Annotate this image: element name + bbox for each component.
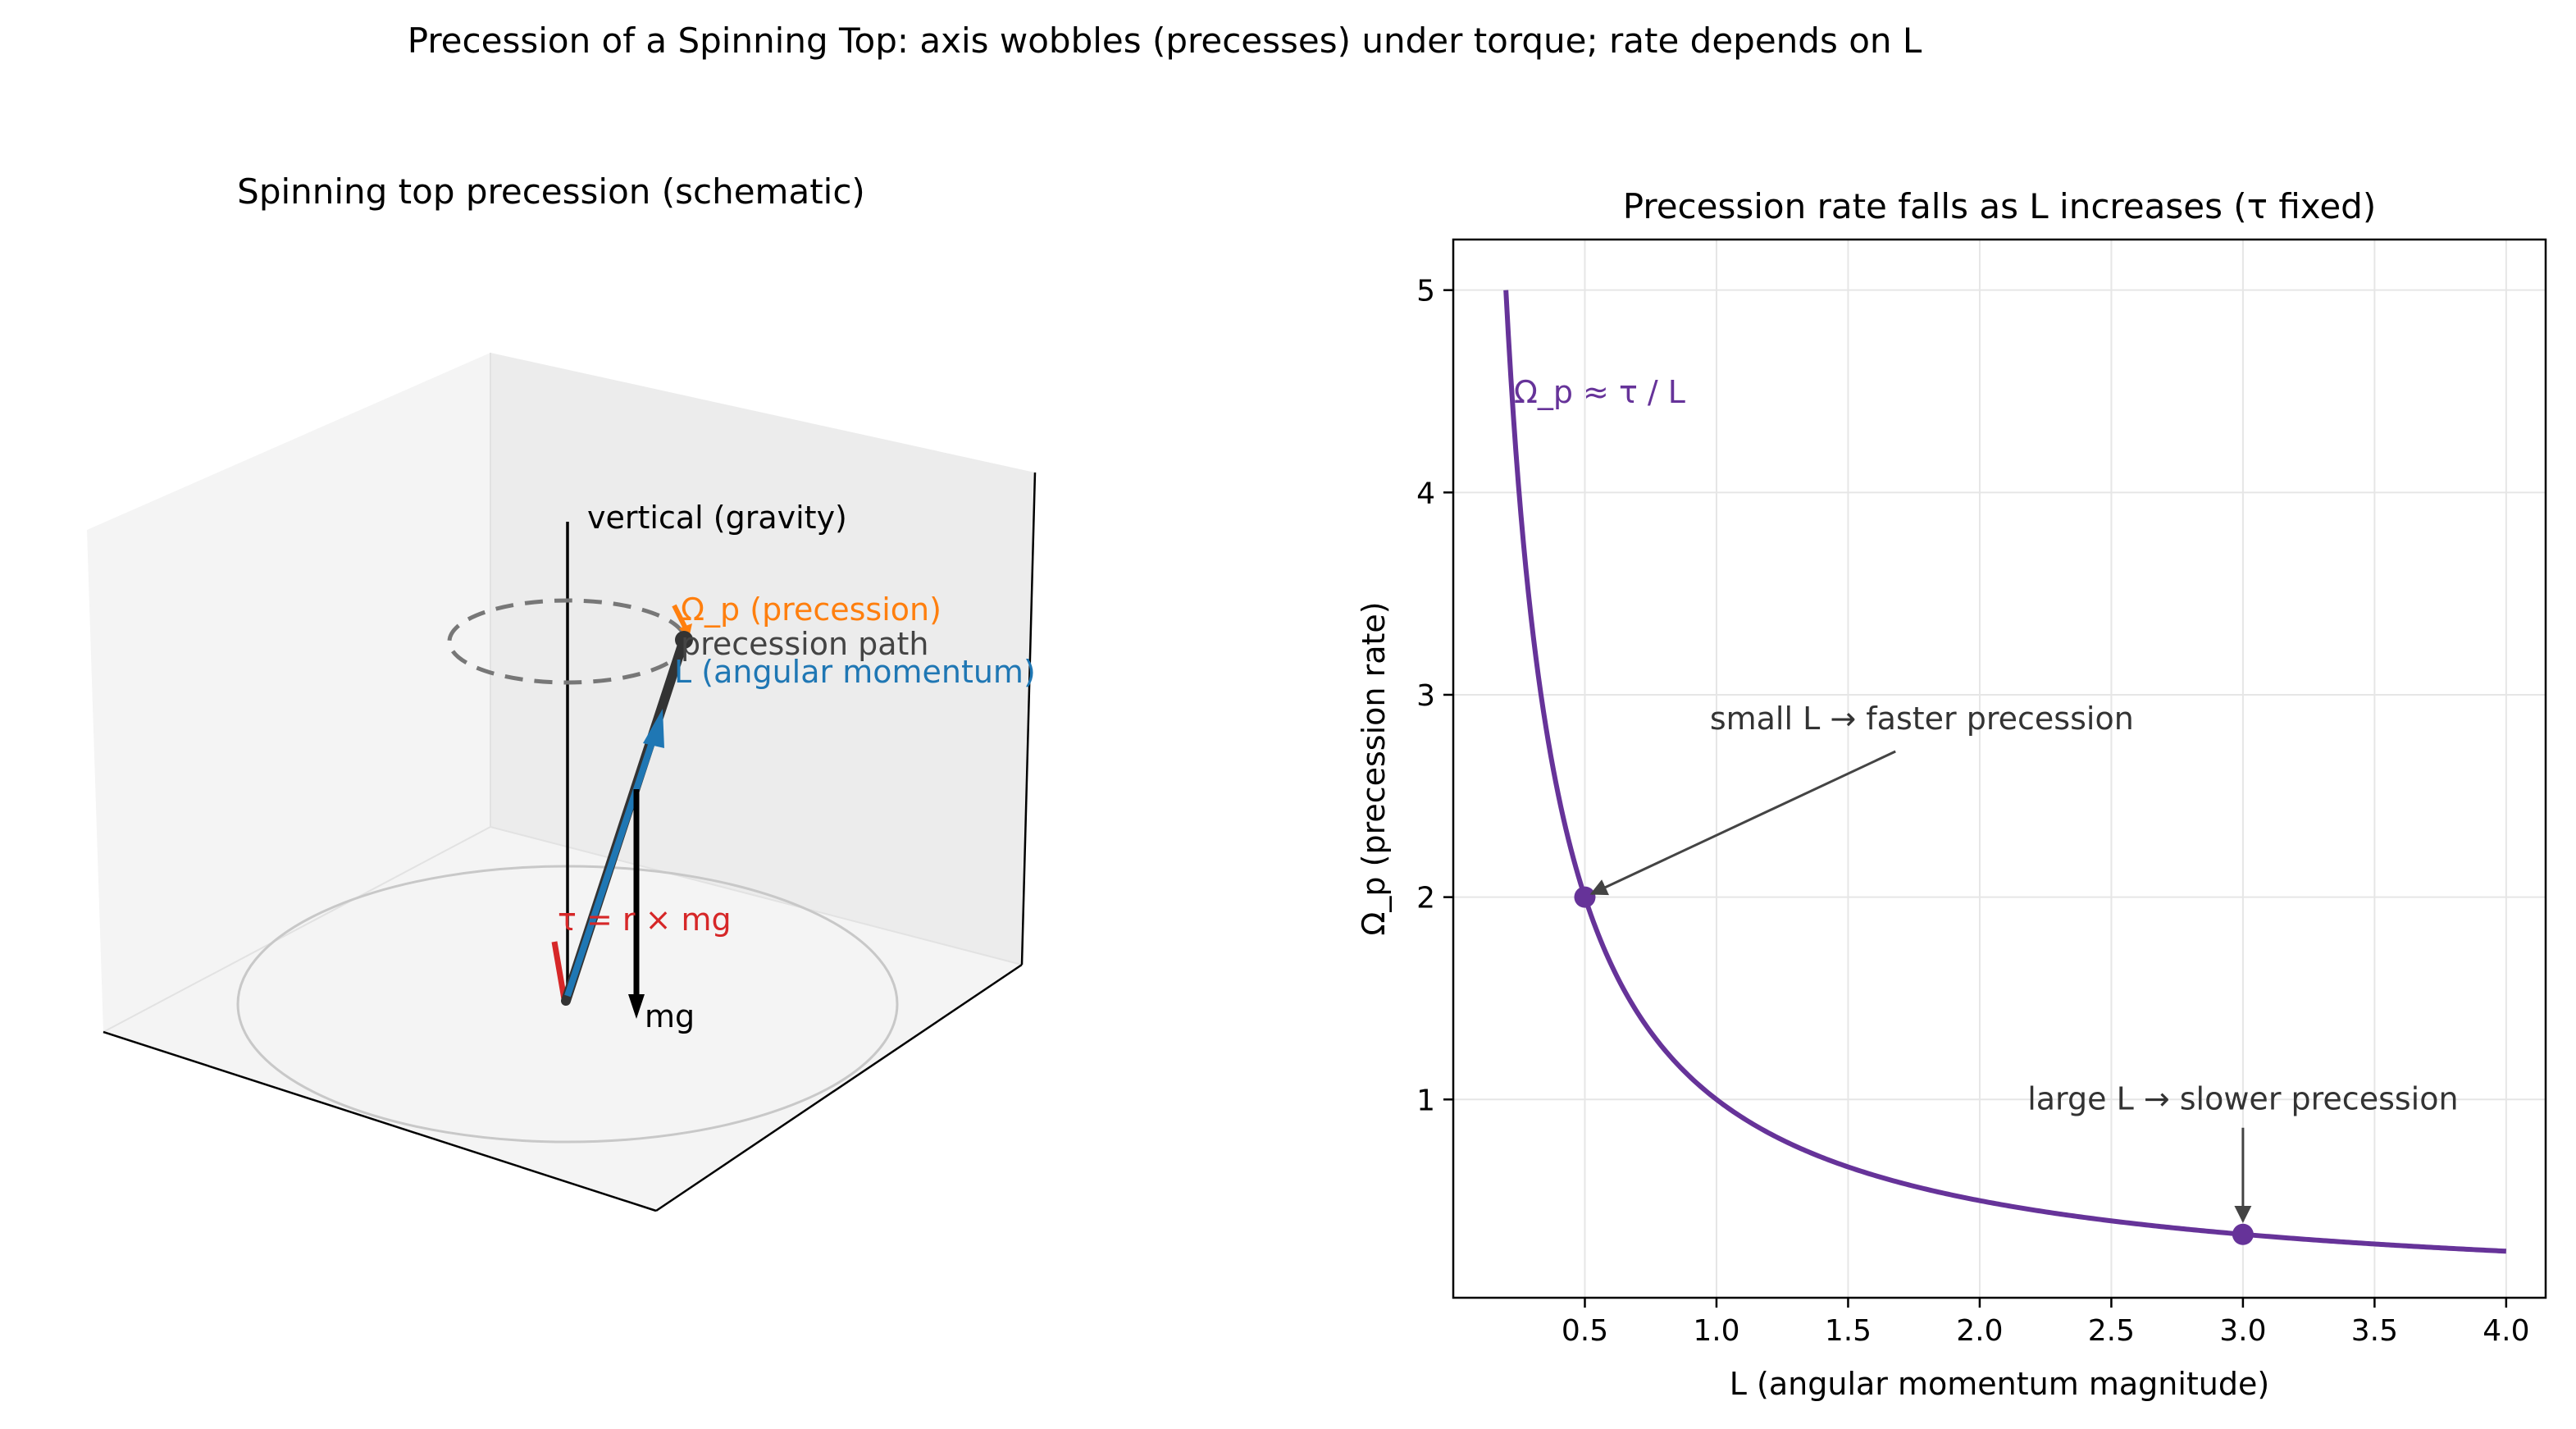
- x-tick-label: 2.0: [1956, 1314, 2003, 1348]
- y-axis-label: Ω_p (precession rate): [1356, 601, 1392, 935]
- x-tick-label: 1.5: [1825, 1314, 1872, 1348]
- schematic-title: Spinning top precession (schematic): [237, 171, 865, 212]
- floor-edge-right: [490, 826, 1023, 966]
- mg-arrow-head: [628, 994, 645, 1019]
- ticks: 0.5 1.0 1.5 2.0 2.5 3.0 3.5 4.0 1 2 3 4 5: [1416, 275, 2529, 1348]
- vertical-label: vertical (gravity): [587, 500, 847, 536]
- mg-label: mg: [645, 998, 695, 1034]
- x-axis-label: L (angular momentum magnitude): [1730, 1366, 2269, 1402]
- grid: [1453, 240, 2546, 1298]
- x-tick-label: 2.5: [2088, 1314, 2135, 1348]
- torque-arrow: [551, 941, 568, 1000]
- y-tick-label: 1: [1416, 1084, 1435, 1117]
- precession-path-label: precession path: [681, 626, 929, 662]
- annotation-small-L: small L → faster precession: [1710, 701, 2134, 737]
- chart-title: Precession rate falls as L increases (τ …: [1623, 186, 2376, 226]
- L-arrow-shaft: [564, 733, 658, 998]
- omega-p-label: Ω_p (precession): [681, 591, 941, 628]
- x-tick-label: 1.0: [1693, 1314, 1739, 1348]
- L-arrow-head: [643, 709, 664, 748]
- omega-p-curve: [1503, 290, 2507, 1254]
- highlight-point-0: [1574, 886, 1596, 908]
- precession-rate-chart: Precession rate falls as L increases (τ …: [1356, 186, 2547, 1402]
- axis-line-vertical-right: [1020, 472, 1037, 966]
- annotation-layer: [1589, 750, 2252, 1223]
- curve-label: Ω_p ≈ τ / L: [1514, 374, 1685, 410]
- x-tick-label: 3.0: [2219, 1314, 2266, 1348]
- left-pane: [87, 353, 490, 1032]
- y-tick-label: 2: [1416, 882, 1435, 915]
- y-tick-label: 5: [1416, 275, 1435, 308]
- L-label: L (angular momentum): [674, 654, 1036, 690]
- schematic-panel: Spinning top precession (schematic) vert…: [87, 171, 1037, 1212]
- highlight-point-1: [2232, 1223, 2254, 1245]
- x-tick-label: 3.5: [2351, 1314, 2398, 1348]
- annotation-large-L: large L → slower precession: [2027, 1081, 2458, 1117]
- floor-pane: [103, 827, 1022, 1211]
- top-tip: [675, 631, 693, 649]
- plot-frame: [1452, 238, 2547, 1299]
- figure-suptitle: Precession of a Spinning Top: axis wobbl…: [408, 21, 1922, 61]
- y-tick-label: 3: [1416, 679, 1435, 713]
- axis-line-front-left: [103, 1030, 657, 1212]
- floor-edge-left: [103, 826, 491, 1033]
- x-tick-label: 0.5: [1562, 1314, 1608, 1348]
- torque-label: τ = r × mg: [558, 902, 732, 938]
- annotation-arrow-small-L: [1589, 750, 1896, 896]
- y-tick-label: 4: [1416, 477, 1435, 510]
- axis-line-front-right: [655, 963, 1023, 1212]
- x-tick-label: 4.0: [2483, 1314, 2529, 1348]
